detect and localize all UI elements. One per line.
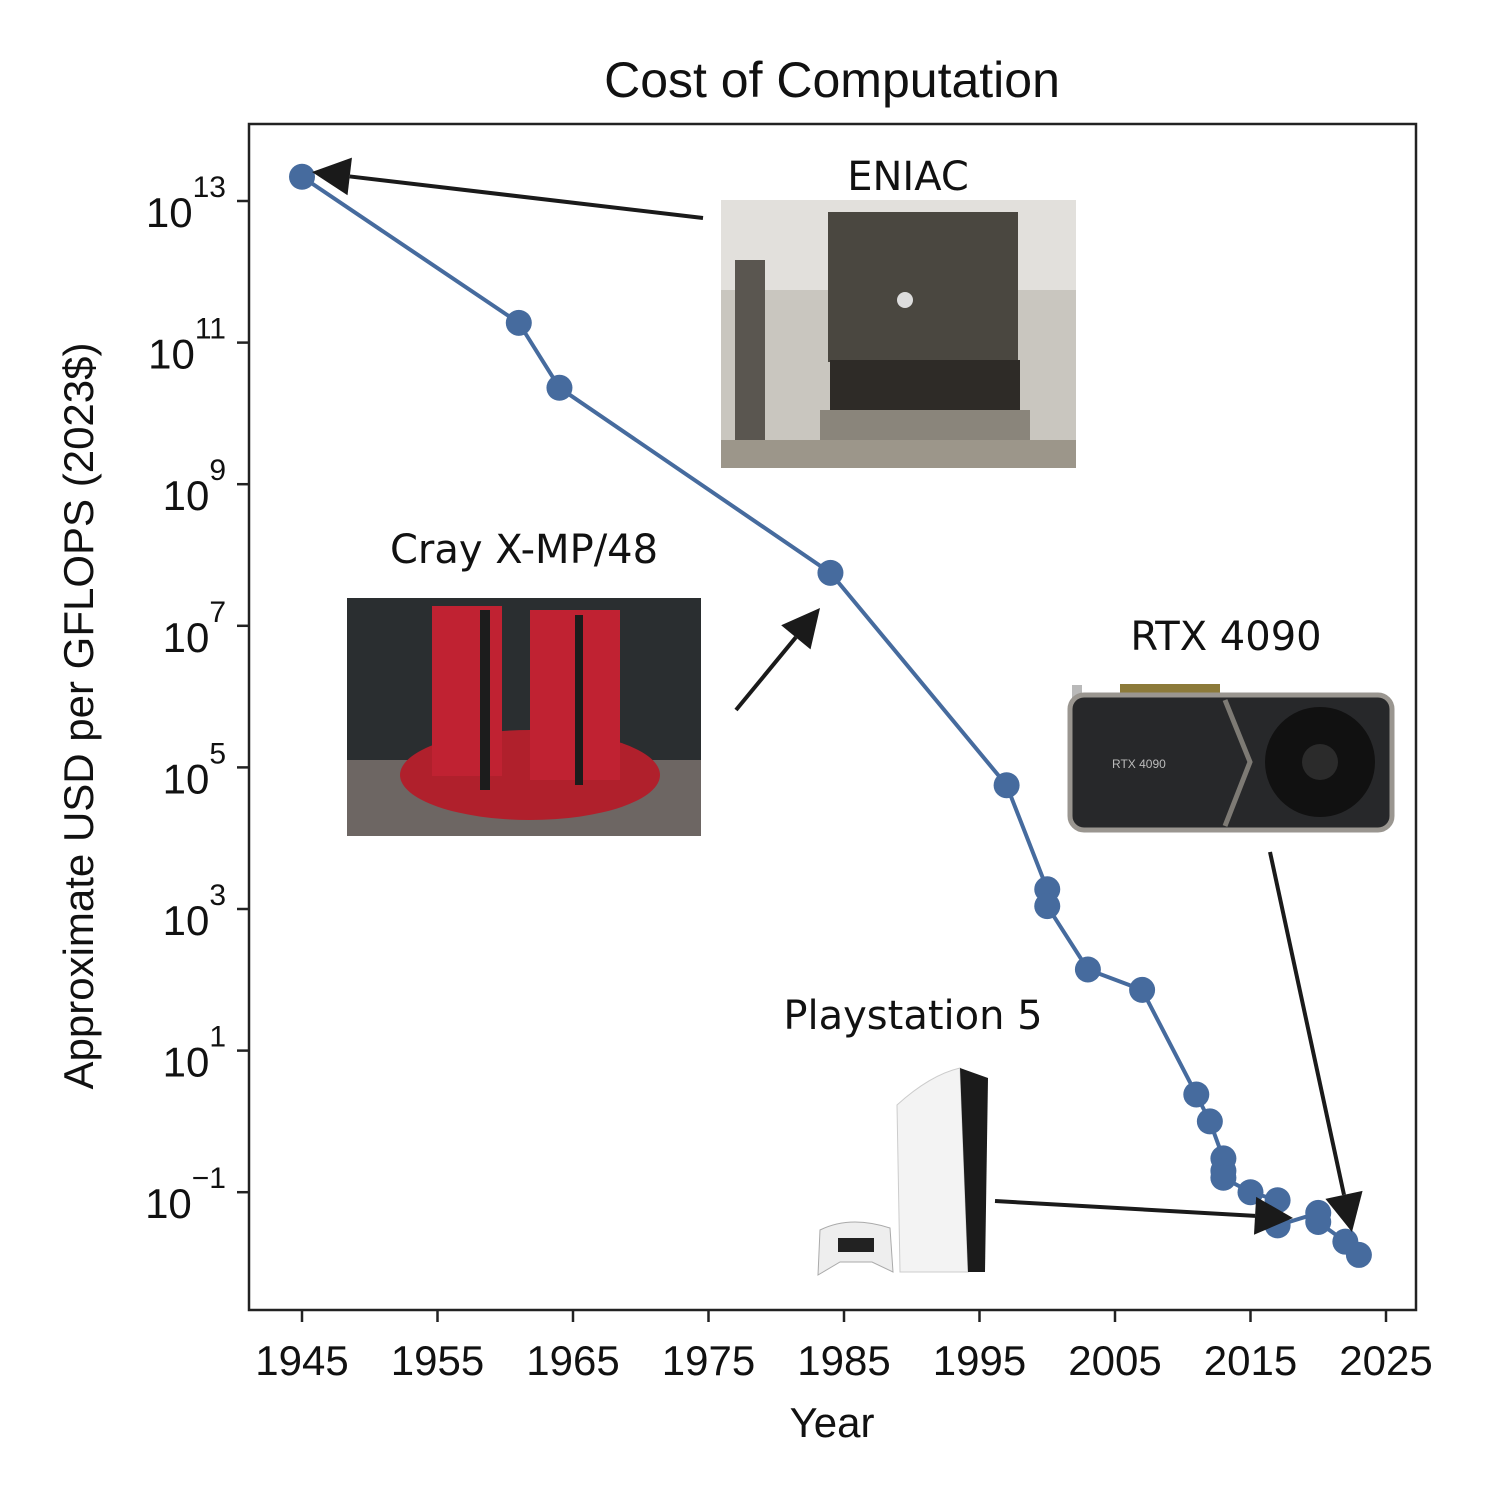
eniac-photo	[721, 200, 1076, 468]
data-point	[993, 772, 1020, 799]
y-tick-label: 101	[163, 1021, 226, 1086]
svg-text:RTX 4090: RTX 4090	[1112, 757, 1166, 771]
x-tick-label: 2015	[1204, 1337, 1297, 1384]
annotation-arrows	[312, 157, 1363, 1235]
data-point	[817, 559, 844, 586]
x-tick-label: 2025	[1339, 1337, 1432, 1384]
playstation-5-arrow-line	[994, 1199, 1256, 1218]
x-tick-label: 1975	[662, 1337, 755, 1384]
x-tick-label: 2005	[1068, 1337, 1161, 1384]
data-point	[1305, 1208, 1332, 1235]
cray-arrowhead	[781, 608, 820, 650]
x-axis: 1945 1955 1965 1975 1985 1995 2005 2015 2025	[255, 1310, 1433, 1384]
x-tick-label: 1985	[797, 1337, 890, 1384]
data-point	[546, 374, 573, 401]
annotation-playstation-5: Playstation 5	[783, 993, 1042, 1039]
plot-frame	[247, 122, 1418, 1312]
annotation-rtx-4090: RTX 4090	[1130, 614, 1321, 660]
y-tick-label: 103	[163, 879, 226, 944]
data-point	[1210, 1164, 1237, 1191]
y-tick-label: 109	[163, 454, 226, 519]
data-point	[1183, 1081, 1210, 1108]
cray-arrow-line	[734, 636, 798, 712]
eniac-arrow-line	[349, 174, 704, 220]
rtx-4090-arrowhead	[1325, 1190, 1363, 1232]
data-point	[1345, 1241, 1372, 1268]
y-tick-label: 1013	[146, 171, 226, 236]
x-tick-label: 1945	[255, 1337, 348, 1384]
data-point	[505, 309, 532, 336]
x-tick-label: 1955	[391, 1337, 484, 1384]
y-axis: 1013 1011 109 107 105 103 101 10−1	[145, 171, 249, 1227]
annotation-eniac: ENIAC	[847, 154, 969, 200]
y-tick-label: 1011	[148, 313, 226, 378]
y-axis-label: Approximate USD per GFLOPS (2023$)	[55, 343, 102, 1090]
playstation-5-arrowhead	[1253, 1196, 1293, 1235]
rtx-4090-arrow-line	[1268, 851, 1346, 1196]
x-tick-label: 1995	[933, 1337, 1026, 1384]
data-point	[1074, 956, 1101, 983]
chart-title: Cost of Computation	[604, 52, 1060, 108]
annotation-cray: Cray X-MP/48	[390, 527, 658, 573]
data-point	[1196, 1108, 1223, 1135]
rtx-4090-photo: RTX 4090	[1067, 684, 1395, 833]
cray-photo	[347, 598, 701, 836]
x-axis-label: Year	[790, 1399, 875, 1446]
x-tick-label: 1965	[526, 1337, 619, 1384]
data-point	[289, 163, 315, 190]
y-tick-label: 10−1	[145, 1162, 226, 1227]
eniac-arrowhead	[312, 157, 352, 196]
y-tick-label: 105	[163, 737, 226, 802]
data-point	[1034, 893, 1061, 920]
playstation-5-photo	[817, 1067, 988, 1276]
y-tick-label: 107	[163, 596, 226, 661]
data-point	[1129, 976, 1156, 1003]
